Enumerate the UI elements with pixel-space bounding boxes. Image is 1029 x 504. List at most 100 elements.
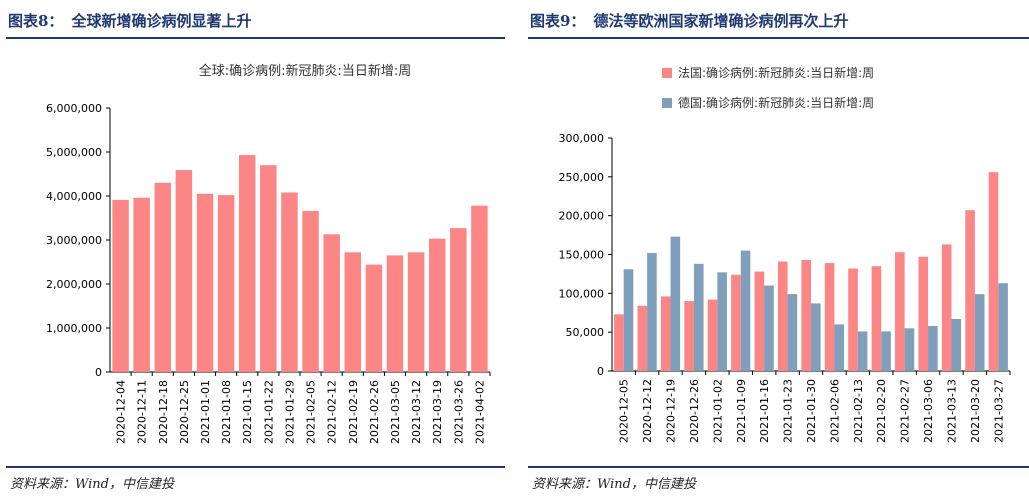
y-tick-label: 0 (597, 365, 604, 378)
bar (450, 228, 467, 372)
bar (965, 210, 975, 371)
bar (988, 172, 999, 371)
bar (175, 170, 193, 372)
bar (660, 296, 671, 371)
x-tick-label: 2021-04-02 (473, 380, 486, 444)
bar (857, 331, 868, 371)
x-tick-label: 2021-02-13 (852, 379, 865, 443)
bar (647, 252, 657, 371)
x-tick-label: 2021-02-12 (326, 380, 339, 444)
bar (112, 199, 129, 372)
bar (848, 268, 858, 371)
bar (623, 269, 634, 371)
bar (260, 165, 277, 372)
bar (614, 314, 624, 371)
x-tick-label: 2020-12-05 (618, 379, 631, 443)
bar (217, 195, 235, 372)
bar (834, 324, 845, 371)
x-tick-label: 2020-12-12 (641, 379, 654, 443)
bar (386, 255, 404, 372)
bar (428, 238, 446, 372)
figure-panel-left: 图表8： 全球新增确诊病例显著上升 全球:确诊病例:新冠肺炎:当日新增:周 0 1,0… (0, 0, 505, 504)
y-tick-label: 1,000,000 (46, 322, 102, 335)
source-note: 资料来源：Wind，中信建投 (10, 477, 174, 492)
figure-title: 德法等欧洲国家新增确诊病例再次上升 (593, 12, 849, 30)
bar (684, 301, 694, 371)
bar (904, 328, 915, 371)
bar (344, 252, 362, 372)
x-tick-label: 2020-12-26 (688, 379, 701, 443)
y-tick-label: 6,000,000 (46, 102, 102, 115)
bar (951, 318, 962, 371)
bar (881, 331, 891, 371)
y-tick-label: 5,000,000 (46, 146, 102, 159)
y-tick-label: 300,000 (559, 132, 605, 145)
x-tick-label: 2021-02-06 (828, 379, 841, 443)
bar (811, 303, 821, 371)
bar (693, 263, 704, 371)
bar (707, 299, 718, 371)
legend-swatch (662, 68, 672, 78)
bar (787, 294, 798, 371)
x-tick-label: 2021-01-29 (283, 380, 296, 444)
bar (365, 264, 383, 372)
bar (238, 155, 256, 372)
france-germany-cases-bar-chart: 0 50,000 100,000 150,000 200,000 250,000 300,0… (559, 65, 1011, 443)
header-rule (6, 37, 505, 39)
x-tick-label: 2021-03-19 (431, 380, 444, 444)
legend-swatch (662, 98, 672, 108)
x-tick-label: 2020-12-04 (115, 380, 128, 444)
x-tick-label: 2021-03-13 (945, 379, 958, 443)
bar (740, 250, 751, 371)
y-tick-label: 0 (95, 366, 102, 379)
x-tick-label: 2021-01-23 (782, 379, 795, 443)
x-tick-label: 2021-01-30 (805, 379, 818, 443)
bar (941, 244, 952, 371)
x-tick-label: 2020-12-19 (665, 379, 678, 443)
legend-label: 法国:确诊病例:新冠肺炎:当日新增:周 (678, 65, 874, 80)
y-tick-label: 3,000,000 (46, 234, 102, 247)
x-tick-label: 2021-01-15 (241, 380, 254, 444)
bar (998, 283, 1008, 371)
x-tick-label: 2021-03-26 (452, 380, 465, 444)
x-tick-label: 2021-02-26 (368, 380, 381, 444)
x-tick-label: 2021-03-06 (922, 379, 935, 443)
figure-header: 图表8： 全球新增确诊病例显著上升 (8, 8, 505, 34)
x-tick-label: 2021-01-16 (758, 379, 771, 443)
bar (302, 210, 319, 372)
figure-label: 图表9： (530, 12, 586, 30)
header-rule (528, 37, 1029, 39)
bar (323, 234, 340, 372)
footer-rule (6, 466, 505, 468)
bar (281, 192, 298, 372)
x-tick-label: 2021-01-02 (711, 379, 724, 443)
x-tick-label: 2020-12-18 (157, 380, 170, 444)
bar (928, 325, 938, 371)
legend-label: 德国:确诊病例:新冠肺炎:当日新增:周 (678, 95, 874, 110)
x-tick-label: 2021-01-22 (262, 380, 275, 444)
bar (133, 197, 150, 372)
footer-rule (528, 466, 1029, 468)
x-tick-label: 2020-12-25 (178, 380, 191, 444)
x-tick-label: 2021-02-05 (305, 380, 318, 444)
y-tick-label: 250,000 (559, 171, 605, 184)
x-tick-label: 2021-01-09 (735, 379, 748, 443)
bar (777, 261, 788, 371)
x-tick-label: 2021-02-27 (899, 379, 912, 443)
bar (824, 263, 835, 371)
bar (471, 205, 488, 372)
x-tick-label: 2021-01-08 (220, 380, 233, 444)
bar (895, 252, 905, 371)
bar (407, 252, 425, 372)
bar (154, 182, 172, 372)
bar (196, 193, 214, 372)
y-tick-label: 100,000 (559, 287, 605, 300)
figure-label: 图表8： (8, 12, 64, 30)
y-tick-label: 150,000 (559, 249, 605, 262)
source-note: 资料来源：Wind，中信建投 (532, 477, 696, 492)
x-tick-label: 2021-01-01 (199, 380, 212, 444)
bar (871, 266, 882, 371)
x-tick-label: 2021-02-20 (875, 379, 888, 443)
bar (801, 259, 811, 371)
bar (754, 271, 765, 371)
